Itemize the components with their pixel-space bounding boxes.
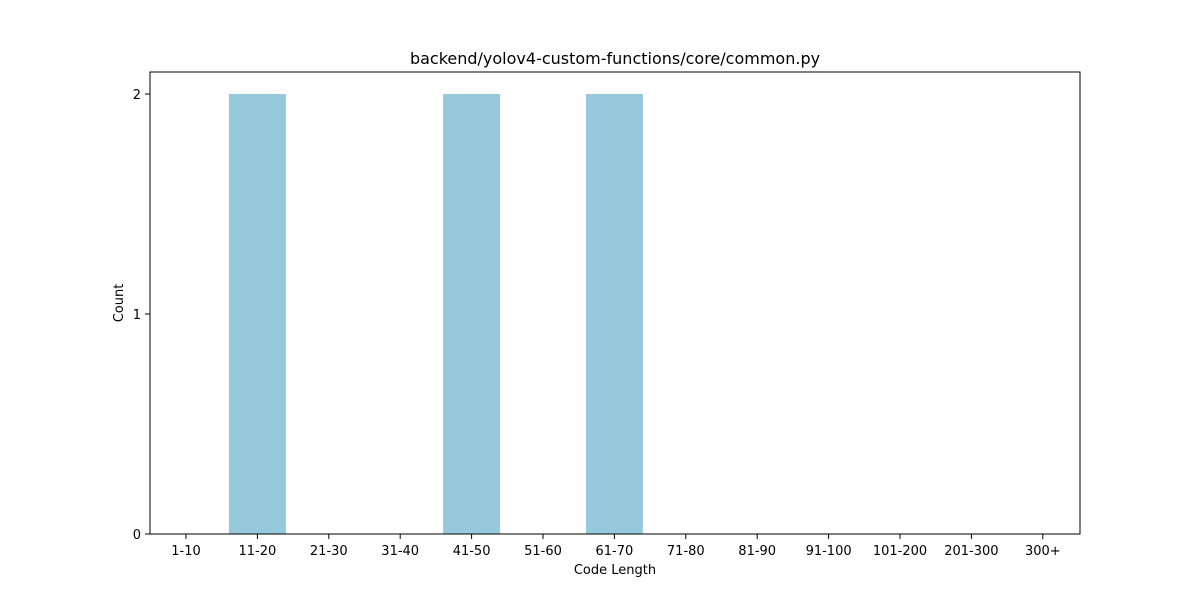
y-axis-label: Count — [112, 284, 127, 323]
x-tick-label: 91-100 — [806, 544, 852, 559]
x-tick-label: 300+ — [1025, 544, 1061, 559]
bar-41-50 — [443, 94, 501, 534]
x-tick-label: 11-20 — [239, 544, 277, 559]
y-tick-label: 1 — [133, 308, 141, 323]
bar-61-70 — [585, 94, 643, 534]
bar-11-20 — [228, 94, 286, 534]
x-axis: 1-10 11-20 21-30 31-40 41-50 51-60 61-70 71-80 8… — [171, 534, 1061, 559]
x-tick-label: 81-90 — [738, 544, 776, 559]
y-axis: 0 1 2 — [133, 88, 150, 543]
chart-title: backend/yolov4-custom-functions/core/com… — [410, 49, 820, 68]
plot-frame — [149, 71, 1081, 535]
x-tick-label: 1-10 — [171, 544, 201, 559]
x-tick-label: 41-50 — [453, 544, 491, 559]
x-tick-label: 61-70 — [596, 544, 634, 559]
x-tick-label: 71-80 — [667, 544, 705, 559]
y-tick-label: 0 — [133, 528, 141, 543]
x-tick-label: 21-30 — [310, 544, 348, 559]
bars — [228, 94, 643, 534]
x-tick-label: 51-60 — [524, 544, 562, 559]
x-axis-label: Code Length — [574, 563, 656, 578]
x-tick-label: 101-200 — [873, 544, 927, 559]
x-tick-label: 201-300 — [944, 544, 998, 559]
y-tick-label: 2 — [133, 88, 141, 103]
x-tick-label: 31-40 — [381, 544, 419, 559]
